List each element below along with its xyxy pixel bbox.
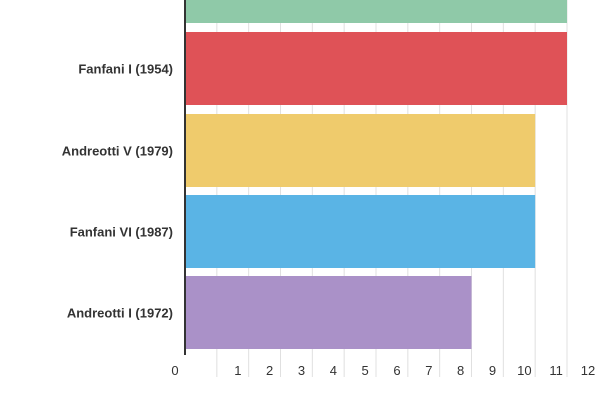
bar [185,276,472,349]
bar [185,114,536,187]
x-tick-label: 7 [425,363,432,378]
x-tick-label: 6 [393,363,400,378]
x-tick-label: 4 [330,363,337,378]
x-tick-label: 8 [457,363,464,378]
category-label: Andreotti I (1972) [67,306,173,321]
x-tick-label: 10 [517,363,531,378]
category-label: Fanfani I (1954) [78,62,173,77]
bar [185,32,567,105]
bar [185,0,567,23]
x-tick-label: 2 [266,363,273,378]
x-tick-label: 5 [362,363,369,378]
category-label: Fanfani VI (1987) [70,225,173,240]
bar [185,195,536,268]
bars [185,0,567,349]
x-tick-label: 11 [549,363,563,378]
category-label: Andreotti V (1979) [62,144,173,159]
x-tick-label: 0 [171,363,178,378]
x-tick-label: 9 [489,363,496,378]
x-tick-label: 12 [581,363,595,378]
x-tick-label: 3 [298,363,305,378]
x-tick-label: 1 [234,363,241,378]
